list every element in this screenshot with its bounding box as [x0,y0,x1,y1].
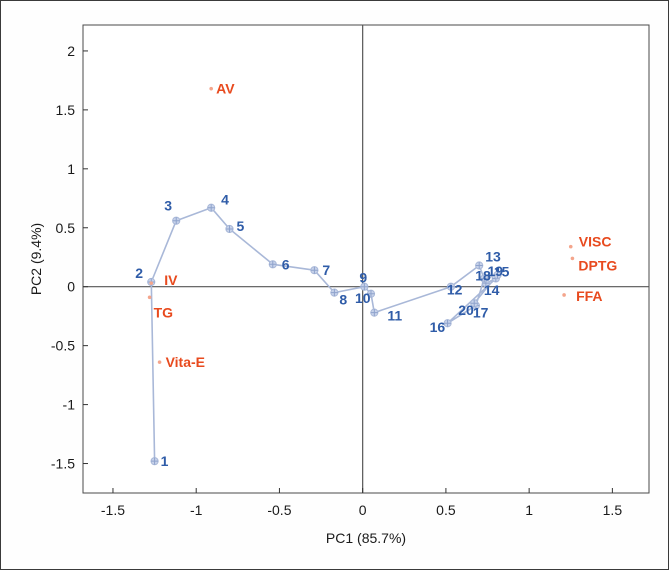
y-tick-label: 1 [67,161,75,177]
score-point-14: 14 [481,279,500,298]
loading-point-dptg: DPTG [570,256,617,273]
score-point-3: 3 [164,198,181,225]
x-axis-label: PC1 (85.7%) [326,530,406,546]
loading-label: AV [216,81,235,97]
score-marker-cross [151,457,159,465]
score-marker-cross [475,261,483,269]
score-point-10: 10 [355,289,376,306]
score-point-1: 1 [150,453,169,469]
score-label: 4 [221,192,229,208]
x-tick-label: -0.5 [267,502,291,518]
score-point-16: 16 [430,319,452,335]
score-label: 17 [473,305,489,321]
loading-marker [209,86,213,91]
score-trajectory-line [150,206,499,462]
loading-point-visc: VISC [568,234,612,250]
loading-marker [570,256,575,261]
loading-label: TG [154,304,174,320]
x-tick-label: -1.5 [101,502,125,518]
y-tick-label: 1.5 [56,102,76,118]
score-marker-cross [360,283,368,291]
score-marker-cross [480,274,488,282]
score-marker-cross [330,289,338,297]
score-label: 10 [355,290,371,306]
score-marker-cross [494,271,502,279]
x-tick-label: 1 [525,502,533,518]
loading-marker [147,295,152,300]
loading-marker [149,281,154,285]
score-marker-cross [370,309,378,317]
score-marker-cross [310,266,318,274]
score-label: 18 [475,267,491,283]
score-point-8: 8 [330,288,347,308]
y-tick-label: -1.5 [51,456,75,472]
score-label: 11 [387,308,402,324]
loading-label: DPTG [578,257,617,273]
loading-label: Vita-E [166,354,205,370]
loading-label: VISC [579,234,612,250]
score-point-5: 5 [225,218,244,234]
score-marker-cross [447,283,455,291]
score-marker-cross [444,319,452,327]
loading-point-tg: TG [147,295,174,320]
y-axis-label: PC2 (9.4%) [28,223,44,295]
score-label: 7 [322,262,330,278]
y-tick-label: -0.5 [51,338,75,354]
x-tick-label: -1 [190,502,203,518]
loading-point-ffa: FFA [562,288,603,304]
loading-label: FFA [576,288,602,304]
score-label: 2 [135,265,143,281]
score-label: 19 [488,263,504,279]
score-label: 20 [458,302,474,318]
plot-frame [82,24,650,494]
score-label: 13 [485,248,501,264]
score-point-18: 18 [475,267,491,283]
y-tick-label: 2 [67,43,75,59]
score-point-4: 4 [207,192,229,212]
loading-marker [157,360,162,364]
score-label: 14 [484,282,500,298]
loading-label: IV [164,272,178,288]
loading-point-iv: IV [149,272,178,288]
x-tick-label: 1.5 [603,502,623,518]
score-point-20: 20 [458,299,479,318]
score-label: 3 [164,198,172,214]
loading-point-vita-e: Vita-E [157,354,205,370]
score-point-9: 9 [359,270,369,291]
score-marker-cross [269,260,277,268]
score-marker-cross [367,290,375,298]
score-label: 8 [339,292,347,308]
score-marker-cross [172,217,180,225]
y-tick-label: 0 [67,279,75,295]
score-point-11: 11 [370,308,402,324]
loading-point-av: AV [209,81,235,97]
loading-marker [568,244,573,249]
x-tick-label: 0.5 [436,502,456,518]
score-marker-cross [207,204,215,212]
score-point-6: 6 [268,256,290,272]
y-tick-label: -1 [63,397,76,413]
score-point-13: 13 [475,248,501,270]
y-tick-label: 0.5 [56,220,76,236]
score-label: 5 [236,218,244,234]
score-label: 9 [359,270,367,286]
score-label: 16 [430,319,446,335]
score-point-19: 19 [488,263,504,280]
score-point-7: 7 [310,262,330,278]
score-label: 12 [447,282,463,298]
score-label: 1 [161,453,169,469]
score-point-12: 12 [446,282,463,298]
score-marker-cross [225,225,233,233]
loading-marker [562,293,566,297]
score-label: 6 [282,256,290,272]
x-tick-label: 0 [359,502,367,518]
score-marker-cross [470,299,478,307]
